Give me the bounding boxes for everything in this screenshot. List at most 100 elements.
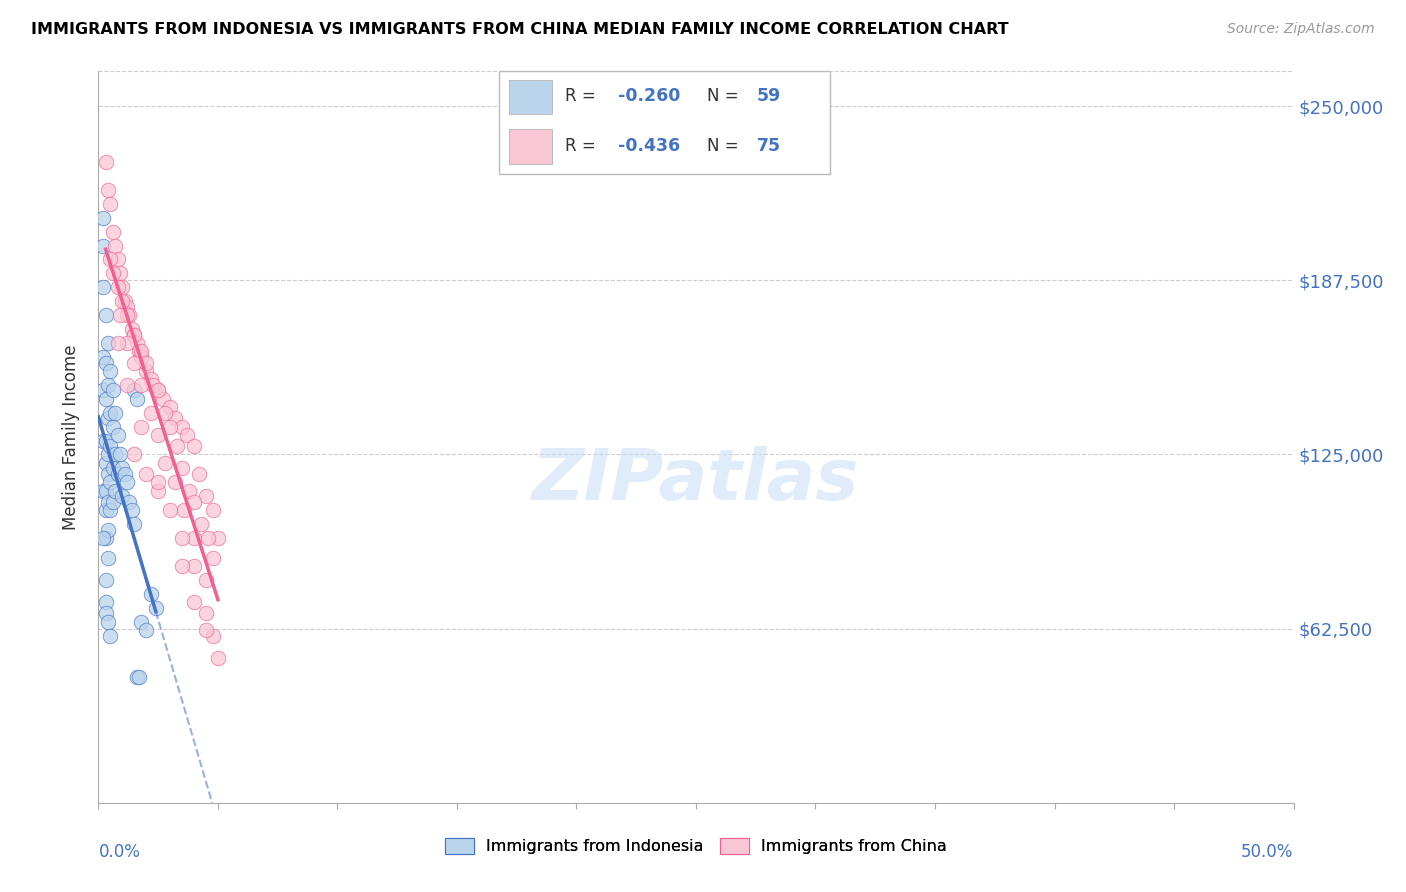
- Point: [91, 280, 114, 294]
- Text: 50.0%: 50.0%: [1241, 843, 1294, 861]
- Text: 0.0%: 0.0%: [98, 843, 141, 861]
- Point: [94, 355, 117, 369]
- Point: [94, 434, 117, 448]
- Point: [202, 629, 225, 643]
- Text: -0.436: -0.436: [619, 136, 681, 154]
- Point: [97, 523, 120, 537]
- Point: [207, 651, 229, 665]
- Point: [207, 531, 229, 545]
- Point: [98, 406, 122, 420]
- Point: [187, 467, 209, 481]
- Point: [91, 238, 114, 252]
- Point: [108, 448, 131, 462]
- Point: [91, 531, 114, 545]
- Point: [107, 467, 129, 481]
- Point: [197, 531, 219, 545]
- Point: [94, 483, 117, 498]
- Point: [148, 428, 170, 442]
- Point: [195, 573, 218, 587]
- FancyBboxPatch shape: [509, 79, 553, 114]
- Point: [166, 439, 188, 453]
- Point: [139, 587, 162, 601]
- Point: [183, 439, 205, 453]
- Point: [145, 600, 167, 615]
- Point: [107, 252, 129, 267]
- Point: [172, 558, 194, 573]
- Point: [111, 294, 134, 309]
- Point: [104, 448, 127, 462]
- Point: [114, 294, 136, 309]
- Point: [97, 495, 120, 509]
- Point: [172, 531, 194, 545]
- Point: [101, 419, 124, 434]
- Text: 75: 75: [756, 136, 780, 154]
- Point: [148, 483, 170, 498]
- Point: [91, 434, 114, 448]
- Point: [135, 467, 157, 481]
- Text: ZIPatlas: ZIPatlas: [533, 447, 859, 516]
- Point: [190, 517, 212, 532]
- Point: [159, 419, 181, 434]
- Point: [114, 467, 136, 481]
- Point: [97, 448, 120, 462]
- Point: [97, 183, 120, 197]
- Point: [98, 629, 122, 643]
- Point: [104, 406, 127, 420]
- Point: [131, 344, 153, 359]
- Point: [94, 456, 117, 470]
- Point: [124, 327, 146, 342]
- Text: N =: N =: [707, 136, 744, 154]
- Point: [183, 595, 205, 609]
- Point: [98, 475, 122, 490]
- Point: [94, 392, 117, 406]
- Point: [135, 623, 157, 637]
- Point: [128, 344, 150, 359]
- Point: [155, 406, 177, 420]
- Point: [115, 308, 138, 322]
- Point: [91, 211, 114, 225]
- Point: [101, 384, 124, 398]
- Point: [183, 558, 205, 573]
- FancyBboxPatch shape: [509, 128, 553, 163]
- Point: [125, 392, 148, 406]
- Text: R =: R =: [565, 87, 602, 105]
- Point: [101, 225, 124, 239]
- Point: [97, 550, 120, 565]
- Point: [94, 531, 117, 545]
- Point: [163, 475, 186, 490]
- Point: [142, 377, 165, 392]
- Point: [131, 377, 153, 392]
- Point: [118, 308, 141, 322]
- Point: [91, 350, 114, 364]
- Point: [124, 448, 146, 462]
- Text: 59: 59: [756, 87, 782, 105]
- Point: [115, 377, 138, 392]
- Point: [195, 623, 218, 637]
- Point: [172, 419, 194, 434]
- Point: [111, 280, 134, 294]
- Point: [111, 489, 134, 503]
- Text: R =: R =: [565, 136, 602, 154]
- Point: [108, 308, 131, 322]
- Point: [94, 607, 117, 621]
- Text: IMMIGRANTS FROM INDONESIA VS IMMIGRANTS FROM CHINA MEDIAN FAMILY INCOME CORRELAT: IMMIGRANTS FROM INDONESIA VS IMMIGRANTS …: [31, 22, 1008, 37]
- Point: [97, 467, 120, 481]
- Point: [135, 355, 157, 369]
- Point: [121, 503, 143, 517]
- Point: [104, 238, 127, 252]
- Point: [124, 517, 146, 532]
- Point: [125, 336, 148, 351]
- Point: [125, 670, 148, 684]
- Point: [159, 400, 181, 414]
- Point: [124, 384, 146, 398]
- Point: [172, 461, 194, 475]
- FancyBboxPatch shape: [499, 71, 830, 174]
- Point: [155, 456, 177, 470]
- Point: [108, 266, 131, 280]
- Y-axis label: Median Family Income: Median Family Income: [62, 344, 80, 530]
- Point: [98, 364, 122, 378]
- Point: [98, 252, 122, 267]
- Point: [179, 483, 201, 498]
- Point: [94, 155, 117, 169]
- Point: [139, 372, 162, 386]
